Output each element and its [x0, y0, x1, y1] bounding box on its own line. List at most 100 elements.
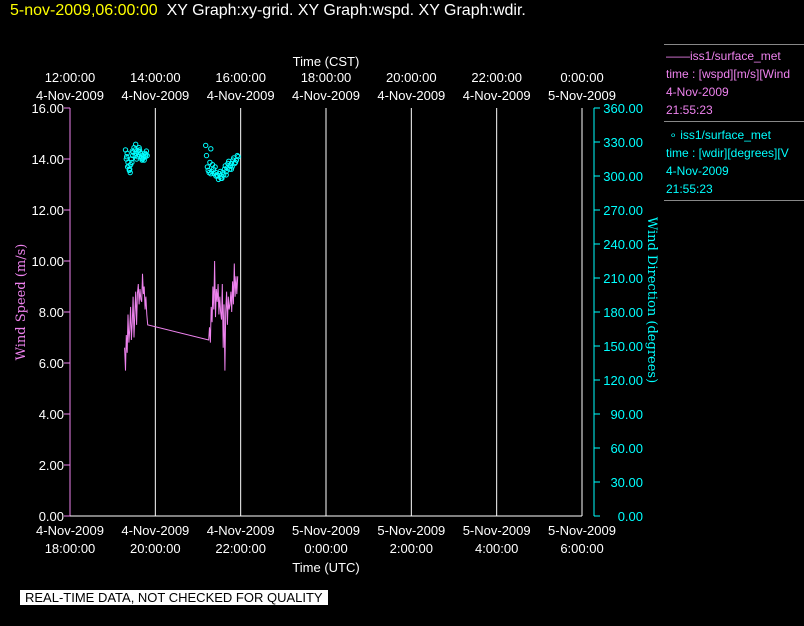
wind-direction-point	[124, 154, 130, 160]
x-tick-date-top: 4-Nov-2009	[207, 88, 275, 103]
x-tick-date-top: 4-Nov-2009	[377, 88, 445, 103]
wind-direction-point	[133, 141, 139, 148]
axes	[64, 107, 600, 517]
x-tick-time-bottom: 20:00:00	[130, 541, 181, 556]
wind-direction-point	[235, 154, 241, 160]
x-tick-time-bottom: 6:00:00	[560, 541, 603, 556]
x-tick-time-top: 12:00:00	[45, 70, 96, 85]
axis-labels: 0.00 2.00 4.00 6.00 8.00 10.00 12.00 14.00 16.00…	[14, 54, 659, 575]
gridlines	[154, 108, 498, 516]
wind-direction-point	[139, 156, 146, 162]
x-tick-time-top: 0:00:00	[560, 70, 603, 85]
wind-direction-point	[223, 172, 229, 178]
y-tick-label-left: 8.00	[39, 305, 64, 320]
y-tick-label-right: 210.00	[603, 271, 643, 286]
x-tick-time-top: 16:00:00	[215, 70, 266, 85]
x-tick-time-bottom: 18:00:00	[45, 541, 96, 556]
x-axis-title-bottom: Time (UTC)	[292, 560, 359, 575]
wind-direction-point	[144, 152, 150, 159]
x-axis-title-top: Time (CST)	[293, 54, 360, 69]
header: 5-nov-2009,06:00:00 XY Graph:xy-grid. XY…	[10, 2, 526, 20]
y-tick-label-right: 360.00	[603, 101, 643, 116]
y-tick-label-right: 270.00	[603, 203, 643, 218]
header-graph-list: XY Graph:xy-grid. XY Graph:wspd. XY Grap…	[166, 2, 526, 19]
x-tick-time-top: 22:00:00	[471, 70, 522, 85]
legend-entry-wdir[interactable]: ∘ iss1/surface_met time : [wdir][degrees…	[664, 124, 804, 201]
wind-direction-point	[129, 148, 136, 154]
x-tick-date-bottom: 5-Nov-2009	[292, 523, 360, 538]
wind-direction-point	[136, 147, 143, 153]
legend-desc: time : [wspd][m/s][Wind	[666, 67, 791, 81]
y-tick-label-right: 60.00	[610, 441, 643, 456]
wind-direction-point	[124, 150, 130, 157]
y-tick-label-right: 330.00	[603, 135, 643, 150]
x-tick-date-top: 4-Nov-2009	[463, 88, 531, 103]
y-tick-label-right: 240.00	[603, 237, 643, 252]
series	[122, 141, 241, 371]
x-tick-time-bottom: 2:00:00	[390, 541, 433, 556]
x-tick-time-bottom: 0:00:00	[304, 541, 347, 556]
y-axis-title-left: Wind Speed (m/s)	[14, 244, 29, 361]
wind-direction-point	[213, 173, 219, 179]
x-tick-time-top: 20:00:00	[386, 70, 437, 85]
y-tick-label-left: 12.00	[31, 203, 64, 218]
y-tick-label-left: 2.00	[39, 458, 64, 473]
wind-direction-point	[215, 176, 222, 183]
wind-direction-point	[234, 152, 241, 159]
wind-direction-point	[220, 172, 227, 178]
legend-line-icon: ——	[666, 49, 690, 63]
wind-direction-point	[203, 152, 210, 159]
wind-direction-point	[228, 166, 235, 172]
y-tick-label-right: 150.00	[603, 339, 643, 354]
wind-direction-point	[129, 159, 135, 166]
wind-direction-point	[128, 156, 135, 162]
y-tick-label-left: 4.00	[39, 407, 64, 422]
x-tick-date-top: 5-Nov-2009	[548, 88, 616, 103]
x-tick-time-bottom: 22:00:00	[215, 541, 266, 556]
wind-direction-point	[212, 164, 218, 170]
wind-direction-point	[218, 175, 224, 182]
y-tick-label-left: 16.00	[31, 101, 64, 116]
y-tick-label-left: 10.00	[31, 254, 64, 269]
y-tick-label-left: 0.00	[39, 509, 64, 524]
x-tick-date-bottom: 4-Nov-2009	[121, 523, 189, 538]
legend-date: 4-Nov-2009	[666, 85, 729, 99]
wind-direction-point	[143, 151, 149, 158]
wind-direction-point	[203, 142, 209, 149]
x-tick-date-top: 4-Nov-2009	[36, 88, 104, 103]
y-tick-label-right: 300.00	[603, 169, 643, 184]
legend-desc: time : [wdir][degrees][V	[666, 146, 789, 160]
x-tick-date-top: 4-Nov-2009	[121, 88, 189, 103]
wind-direction-point	[136, 145, 142, 151]
legend-time: 21:55:23	[666, 103, 713, 117]
legend-date: 4-Nov-2009	[666, 164, 729, 178]
x-tick-time-bottom: 4:00:00	[475, 541, 518, 556]
y-tick-label-left: 6.00	[39, 356, 64, 371]
legend-time: 21:55:23	[666, 182, 713, 196]
x-tick-date-bottom: 4-Nov-2009	[207, 523, 275, 538]
x-tick-date-bottom: 4-Nov-2009	[36, 523, 104, 538]
wind-speed-line	[124, 260, 239, 371]
y-tick-label-right: 180.00	[603, 305, 643, 320]
wind-direction-point	[127, 169, 133, 176]
y-tick-label-right: 120.00	[603, 373, 643, 388]
legend-entry-wspd[interactable]: ——iss1/surface_met time : [wspd][m/s][Wi…	[664, 44, 804, 122]
header-timestamp: 5-nov-2009,06:00:00	[10, 2, 158, 19]
x-tick-date-top: 4-Nov-2009	[292, 88, 360, 103]
x-tick-date-bottom: 5-Nov-2009	[377, 523, 445, 538]
y-tick-label-left: 14.00	[31, 152, 64, 167]
wind-direction-point	[204, 164, 211, 170]
quality-disclaimer: REAL-TIME DATA, NOT CHECKED FOR QUALITY	[20, 590, 328, 605]
legend-source: iss1/surface_met	[680, 128, 771, 142]
legend-source: iss1/surface_met	[690, 49, 781, 63]
wind-direction-point	[208, 146, 214, 152]
wind-direction-point	[127, 166, 133, 172]
x-tick-time-top: 14:00:00	[130, 70, 181, 85]
y-axis-title-right: Wind Direction (degrees)	[644, 217, 659, 383]
x-tick-date-bottom: 5-Nov-2009	[463, 523, 531, 538]
x-tick-date-bottom: 5-Nov-2009	[548, 523, 616, 538]
y-tick-label-right: 0.00	[618, 509, 643, 524]
x-tick-time-top: 18:00:00	[301, 70, 352, 85]
legend-marker-icon: ∘	[669, 128, 677, 142]
